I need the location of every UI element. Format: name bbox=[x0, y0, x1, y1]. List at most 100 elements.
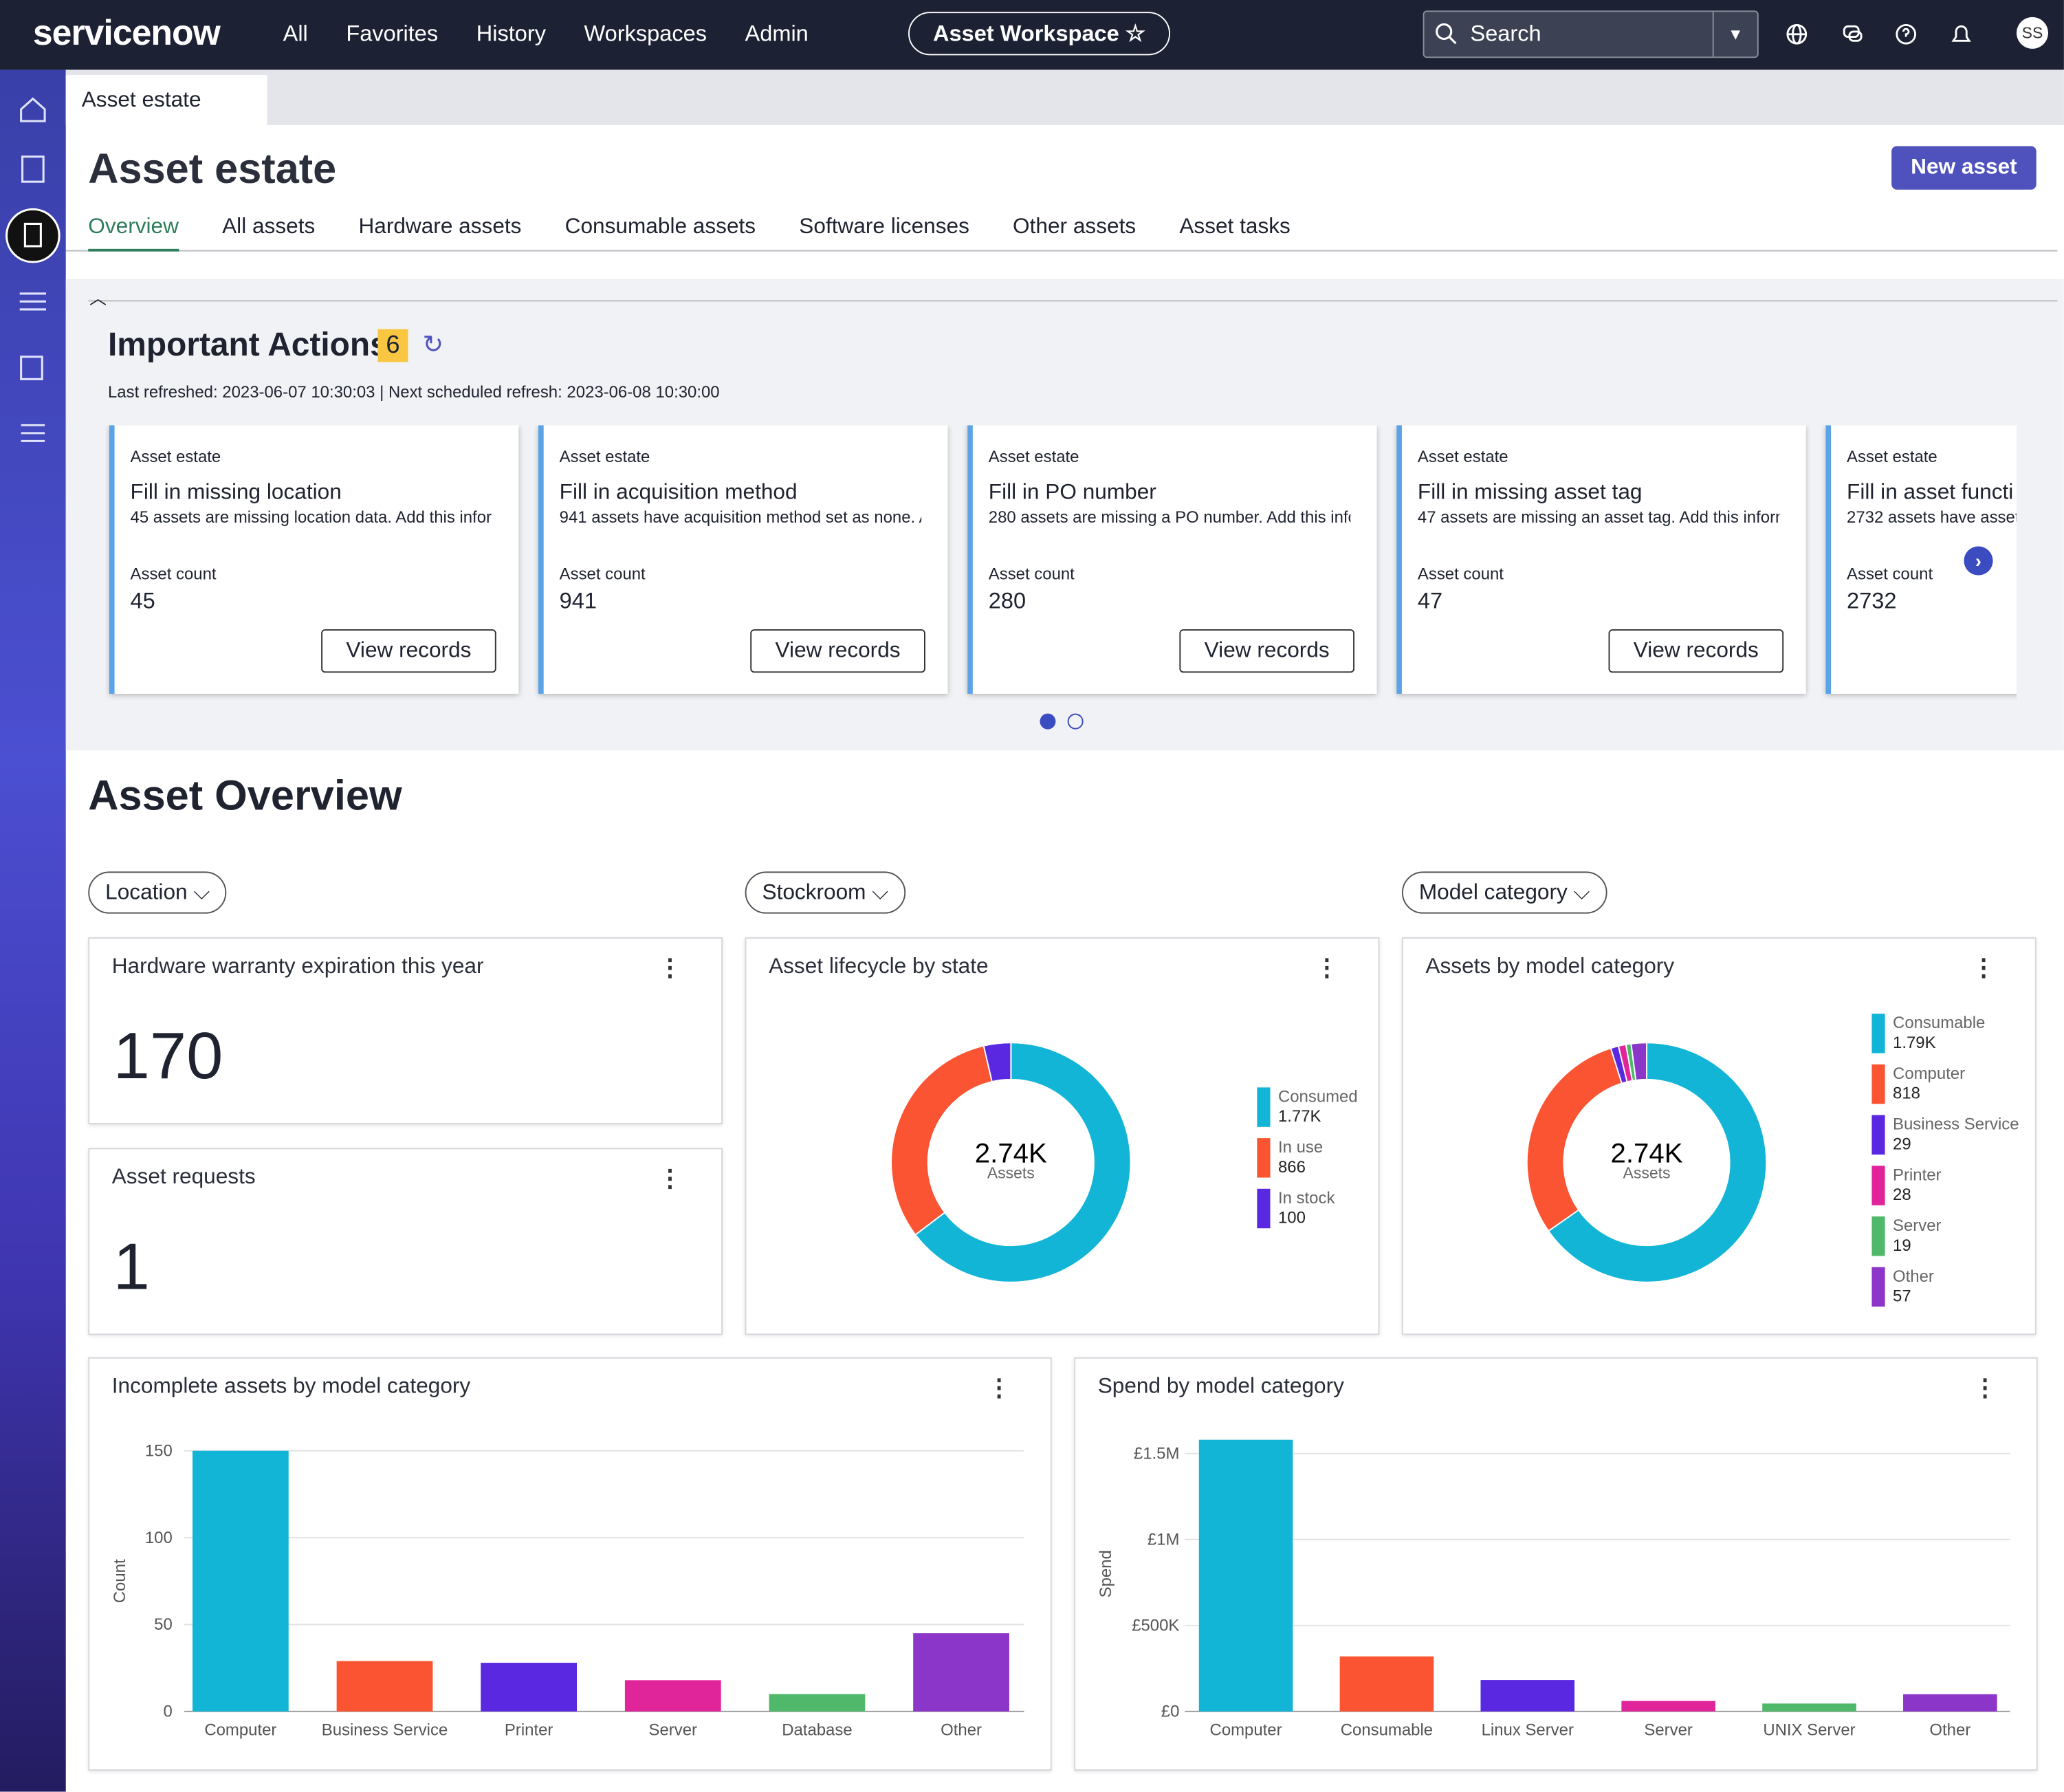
asset-count: 941 bbox=[559, 588, 597, 614]
menu-item[interactable]: Favorites bbox=[346, 21, 439, 47]
search-box[interactable] bbox=[1423, 10, 1759, 58]
action-card: Asset estate Fill in missing location 45 a… bbox=[109, 425, 519, 694]
kpi-value: 170 bbox=[113, 1018, 223, 1093]
menu-item[interactable]: Admin bbox=[745, 21, 809, 47]
card-title: Fill in asset functi bbox=[1847, 480, 2014, 505]
chart-panel: Asset lifecycle by state ⋮ bbox=[745, 937, 1380, 1335]
overview-title: Asset Overview bbox=[88, 771, 402, 819]
collapse-caret[interactable]: ︿ bbox=[89, 288, 107, 308]
asset-count: 2732 bbox=[1847, 588, 1897, 614]
menu-icon[interactable]: ⋮ bbox=[1971, 954, 1996, 981]
menu-item[interactable]: All bbox=[283, 21, 308, 47]
card-description: 280 assets are missing a PO number. Add … bbox=[988, 507, 1350, 527]
card-source: Asset estate bbox=[1417, 447, 1508, 466]
search-dropdown[interactable]: ▼ bbox=[1712, 12, 1757, 57]
view-records-button[interactable]: View records bbox=[1179, 629, 1355, 673]
chart-panel: Spend by model category ⋮ bbox=[1074, 1357, 2038, 1771]
filter-pill[interactable]: Location ⌵ bbox=[88, 871, 228, 914]
chart-title: Incomplete assets by model category bbox=[111, 1374, 471, 1399]
new-asset-button[interactable]: New asset bbox=[1891, 146, 2036, 190]
count-label: Asset count bbox=[1847, 565, 1933, 584]
page-tab[interactable]: Overview bbox=[88, 215, 179, 252]
actions-title: Important Actions bbox=[107, 326, 388, 364]
workspace-pill[interactable]: Asset Workspace ☆ bbox=[908, 12, 1170, 56]
chart-panel: Incomplete assets by model category ⋮ bbox=[88, 1357, 1052, 1771]
card-title: Fill in missing location bbox=[130, 480, 342, 505]
search-icon bbox=[1436, 23, 1457, 45]
card-description: 2732 assets have asset this information … bbox=[1847, 507, 2017, 527]
page-tab[interactable]: Software licenses bbox=[799, 215, 969, 239]
view-records-button[interactable]: View records bbox=[750, 629, 925, 673]
asset-count: 45 bbox=[130, 588, 155, 614]
card-description: 45 assets are missing location data. Add… bbox=[130, 507, 492, 527]
page-tab[interactable]: Other assets bbox=[1013, 215, 1137, 239]
kpi-panel: Hardware warranty expiration this year ⋮ 1… bbox=[88, 937, 723, 1124]
card-source: Asset estate bbox=[559, 447, 650, 466]
card-title: Fill in PO number bbox=[988, 480, 1156, 505]
page-title: Asset estate bbox=[88, 144, 337, 193]
card-source: Asset estate bbox=[1847, 447, 1937, 466]
page-dot-active[interactable] bbox=[1040, 713, 1056, 730]
page-tab[interactable]: Hardware assets bbox=[358, 215, 522, 239]
nav-icons[interactable] bbox=[1779, 19, 1990, 50]
action-card: Asset estate Fill in acquisition method 94… bbox=[538, 425, 948, 694]
tab-strip bbox=[65, 69, 2064, 125]
chart-title: Asset lifecycle by state bbox=[769, 954, 989, 979]
filter-pill[interactable]: Stockroom ⌵ bbox=[745, 871, 906, 914]
tab-rule bbox=[65, 250, 2058, 252]
menu-icon[interactable]: ⋮ bbox=[1315, 954, 1339, 981]
sidebar-icons[interactable] bbox=[0, 69, 66, 464]
action-card: Asset estate Fill in missing asset tag 47 … bbox=[1396, 425, 1806, 694]
chart-panel: Assets by model category ⋮ bbox=[1401, 937, 2036, 1335]
filter-pill[interactable]: Model category ⌵ bbox=[1401, 871, 1607, 914]
card-description: 47 assets are missing an asset tag. Add … bbox=[1417, 507, 1779, 527]
card-description: 941 assets have acquisition method set a… bbox=[559, 507, 921, 527]
avatar[interactable]: SS bbox=[2017, 17, 2048, 49]
count-label: Asset count bbox=[988, 565, 1075, 584]
card-source: Asset estate bbox=[988, 447, 1079, 466]
view-records-button[interactable]: View records bbox=[1608, 629, 1784, 673]
page-tab[interactable]: Consumable assets bbox=[564, 215, 756, 239]
page-tab[interactable]: Asset tasks bbox=[1179, 215, 1291, 239]
count-label: Asset count bbox=[130, 565, 217, 584]
page-tab[interactable]: All assets bbox=[222, 215, 316, 239]
open-tab-label: Asset estate bbox=[81, 88, 201, 112]
kpi-title: Hardware warranty expiration this year bbox=[111, 954, 484, 979]
view-records-button[interactable]: View records bbox=[321, 629, 496, 673]
page-dot[interactable] bbox=[1067, 713, 1084, 730]
count-label: Asset count bbox=[1417, 565, 1504, 584]
menu-item[interactable]: History bbox=[476, 21, 547, 47]
actions-badge: 6 bbox=[377, 329, 408, 362]
asset-count: 280 bbox=[988, 588, 1026, 614]
brand[interactable]: servicenow bbox=[32, 13, 221, 53]
section-rule bbox=[88, 300, 2058, 302]
kpi-title: Asset requests bbox=[111, 1165, 256, 1189]
cards-viewport: Asset estate Fill in missing location 45 a… bbox=[105, 425, 2017, 704]
kpi-panel: Asset requests ⋮ 1 bbox=[88, 1148, 723, 1335]
kpi-value: 1 bbox=[113, 1230, 150, 1304]
chart-title: Assets by model category bbox=[1425, 954, 1675, 979]
refresh-icon[interactable]: ↻ bbox=[422, 331, 444, 360]
menu-icon[interactable]: ⋮ bbox=[658, 954, 682, 981]
card-source: Asset estate bbox=[130, 447, 221, 466]
menu-item[interactable]: Workspaces bbox=[584, 21, 707, 47]
open-tab[interactable] bbox=[65, 75, 267, 125]
menu-icon[interactable]: ⋮ bbox=[658, 1165, 682, 1192]
page-tabs: Overview All assets Hardware assets Consuma… bbox=[88, 215, 1291, 252]
workspace-name: Asset Workspace bbox=[932, 21, 1119, 47]
chart-title: Spend by model category bbox=[1097, 1374, 1344, 1399]
menu-icon[interactable]: ⋮ bbox=[1973, 1374, 1997, 1401]
main-menu: All Favorites History Workspaces Admin bbox=[283, 21, 809, 47]
filter-label: Location bbox=[105, 880, 188, 905]
asset-count: 47 bbox=[1417, 588, 1443, 614]
menu-icon[interactable]: ⋮ bbox=[987, 1374, 1011, 1401]
search-text: Search bbox=[1470, 21, 1541, 47]
refresh-info: Last refreshed: 2023-06-07 10:30:03 | Ne… bbox=[107, 383, 720, 402]
filter-label: Model category bbox=[1418, 880, 1568, 905]
filter-label: Stockroom bbox=[762, 880, 866, 905]
count-label: Asset count bbox=[559, 565, 646, 584]
action-card: Asset estate Fill in asset functi 2732 ass… bbox=[1825, 425, 2017, 694]
next-arrow[interactable]: › bbox=[1964, 546, 1993, 576]
